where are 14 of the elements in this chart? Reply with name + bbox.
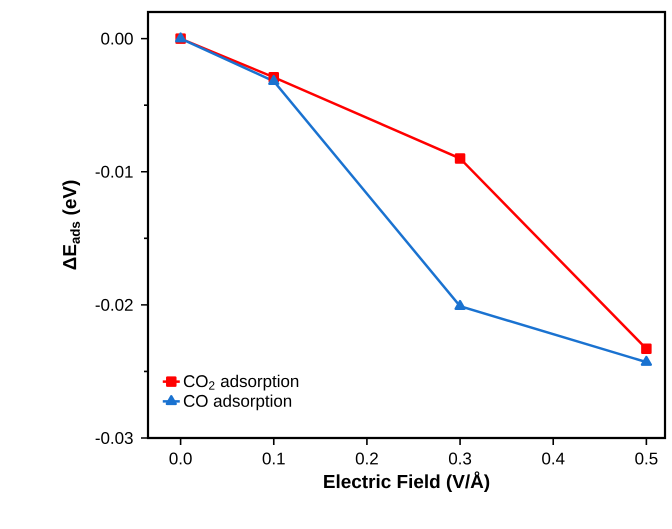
x-tick-label: 0.4 (542, 452, 564, 465)
x-tick-label: 0.3 (448, 452, 472, 465)
x-tick-label: 0.0 (169, 452, 192, 465)
x-axis-title: Electric Field (V/Å) (324, 471, 490, 492)
x-tick-label: 0.2 (356, 452, 378, 465)
y-tick-label: 0.00 (101, 32, 133, 45)
x-tick-label: 0.5 (635, 452, 658, 465)
y-tick-label: -0.01 (96, 166, 133, 178)
y-axis-title: ΔE$_{ads}$ (eV) (62, 180, 80, 270)
x-tick-label: 0.1 (262, 452, 285, 465)
legend-label: CO$_{2}$ adsorption (184, 374, 298, 391)
y-tick-label: -0.03 (96, 432, 133, 444)
legend-label: CO adsorption (184, 394, 292, 410)
y-tick-label: -0.02 (96, 298, 133, 311)
